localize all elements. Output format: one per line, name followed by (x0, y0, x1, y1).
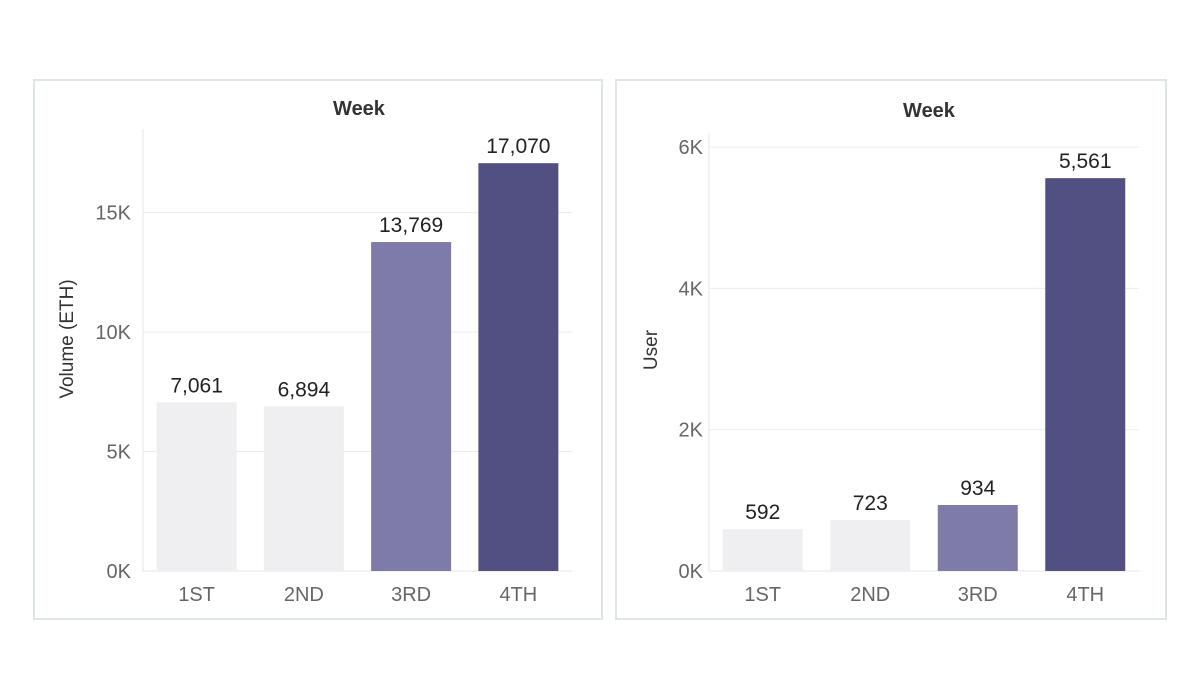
bar-3rd (937, 505, 1018, 571)
bar-4th (1045, 178, 1126, 571)
x-category-label: 4TH (499, 584, 537, 606)
y-tick-label: 2K (679, 420, 704, 442)
bar-1st (722, 529, 803, 571)
data-label: 13,769 (379, 214, 443, 237)
y-tick-label: 6K (679, 137, 704, 159)
volume-chart-svg: Week Volume (ETH) 0K 5K 10K 15K 7,061 1ST 6,89… (57, 98, 572, 606)
y-axis-title: User (641, 329, 662, 370)
data-label: 5,561 (1059, 150, 1112, 173)
bar-1st (156, 402, 237, 571)
y-axis-title: Volume (ETH) (57, 279, 78, 398)
bar-2nd (830, 519, 911, 571)
y-tick-label: 4K (679, 278, 704, 300)
x-category-label: 1ST (178, 584, 215, 606)
x-category-label: 4TH (1066, 584, 1104, 606)
y-tick-label: 0K (107, 561, 132, 583)
bar-2nd (263, 406, 344, 571)
chart-title: Week (333, 98, 386, 120)
data-label: 592 (745, 501, 780, 524)
x-category-label: 2ND (850, 584, 890, 606)
user-chart-panel: Week User 0K 2K 4K 6K 592 1ST 723 2ND 934 3RD 5,56… (615, 79, 1167, 620)
data-label: 17,070 (486, 135, 550, 158)
volume-chart-panel: Week Volume (ETH) 0K 5K 10K 15K 7,061 1ST 6,89… (33, 79, 603, 620)
data-label: 7,061 (170, 374, 223, 397)
y-tick-label: 0K (679, 561, 704, 583)
x-category-label: 2ND (284, 584, 324, 606)
chart-title: Week (903, 100, 956, 122)
y-tick-label: 15K (95, 203, 131, 225)
x-category-label: 3RD (391, 584, 431, 606)
y-tick-label: 5K (107, 442, 132, 464)
bar-4th (478, 163, 559, 571)
bar-3rd (371, 242, 452, 572)
data-label: 6,894 (278, 378, 331, 401)
x-category-label: 3RD (958, 584, 998, 606)
x-category-label: 1ST (744, 584, 781, 606)
y-tick-label: 10K (95, 322, 131, 344)
data-label: 723 (853, 492, 888, 515)
data-label: 934 (960, 477, 995, 500)
user-chart-svg: Week User 0K 2K 4K 6K 592 1ST 723 2ND 934 3RD 5,56… (641, 100, 1139, 606)
